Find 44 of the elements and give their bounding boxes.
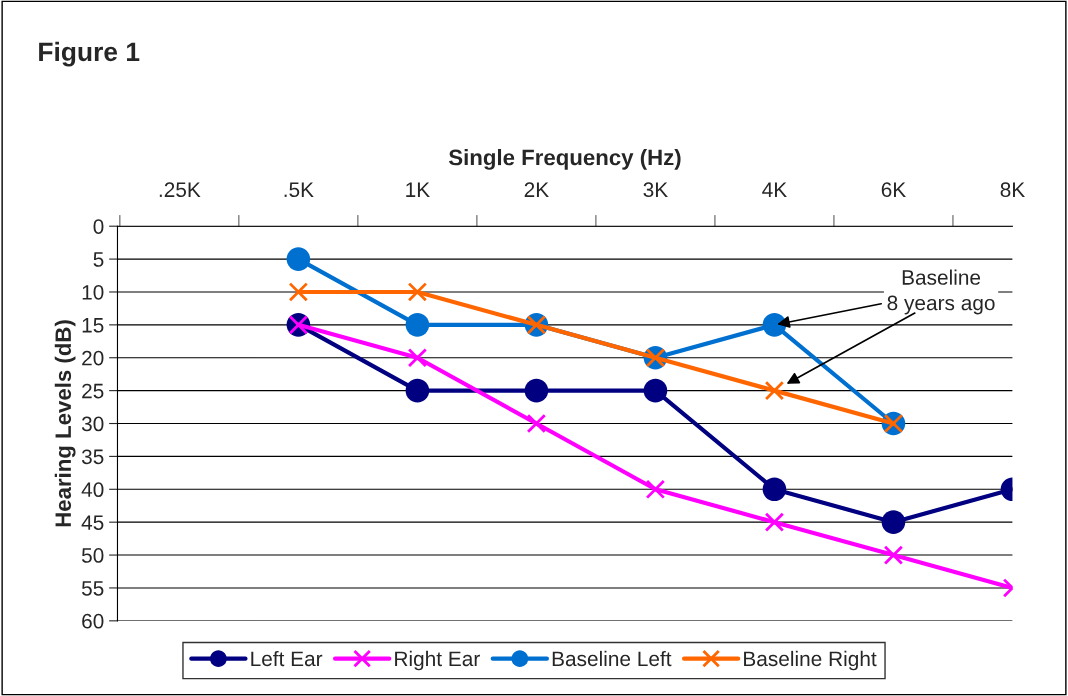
point	[526, 413, 547, 434]
y-tick-label: 0	[93, 219, 104, 234]
y-tick-label: 5	[93, 252, 104, 267]
x-tick-label: .5K	[284, 182, 314, 198]
x-tick-label: 8K	[1000, 182, 1025, 198]
point	[524, 378, 549, 403]
legend-label: Left Ear	[251, 650, 323, 667]
point	[288, 282, 309, 302]
legend-label: Baseline Left	[552, 650, 672, 667]
x-tick-label: .25K	[159, 182, 201, 198]
point	[286, 247, 311, 271]
legend-label: Baseline Right	[744, 650, 877, 671]
y-tick-label: 20	[82, 350, 104, 366]
point	[764, 512, 785, 532]
point	[405, 313, 430, 337]
y-tick-label: 55	[81, 581, 104, 596]
x-tick-label: 3K	[643, 182, 668, 198]
y-axis-title: Hearing Levels (dB)	[54, 320, 76, 527]
point	[883, 545, 904, 565]
legend-label: Right Ear	[395, 650, 480, 671]
x-tick-label: 6K	[881, 182, 906, 198]
y-tick-label: 15	[82, 318, 104, 333]
point	[407, 282, 428, 302]
point	[881, 510, 906, 534]
x-tick-label: 4K	[762, 182, 787, 197]
annotation: Baseline 8 years ago	[887, 269, 995, 315]
point	[645, 479, 666, 500]
y-tick-label: 10	[82, 284, 104, 300]
y-tick-label: 30	[81, 416, 104, 432]
y-tick-label: 50	[81, 548, 104, 563]
chart-title: Figure 1	[39, 41, 140, 67]
point	[643, 378, 668, 403]
point	[764, 380, 785, 401]
y-tick-label: 60	[82, 613, 104, 629]
y-tick-label: 40	[81, 482, 104, 498]
point	[405, 378, 430, 403]
y-tick-label: 25	[82, 383, 104, 399]
x-tick-label: 2K	[524, 182, 549, 197]
y-tick-label: 45	[81, 515, 104, 530]
point	[762, 477, 787, 502]
x-tick-label: 1K	[406, 182, 430, 197]
point	[407, 348, 428, 368]
x-axis-title: Single Frequency (Hz)	[448, 149, 681, 170]
y-tick-label: 35	[81, 449, 104, 465]
